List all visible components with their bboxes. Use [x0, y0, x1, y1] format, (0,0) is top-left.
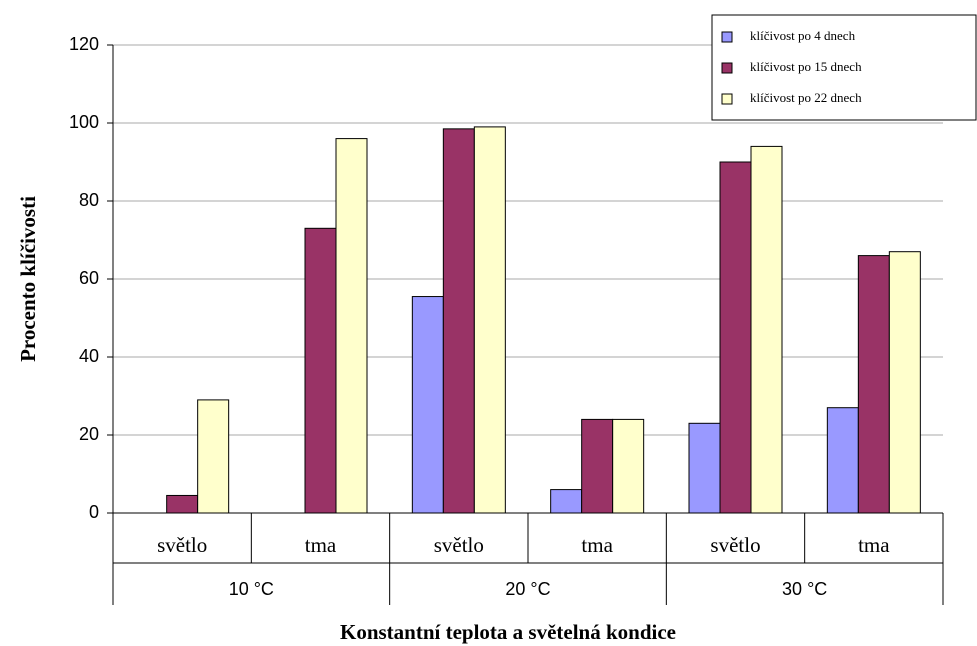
legend-label: klíčivost po 15 dnech: [750, 59, 862, 74]
bar: [304, 227, 337, 514]
x-axis-label: Konstantní teplota a světelná kondice: [340, 620, 676, 644]
bar: [197, 399, 230, 514]
y-tick-label: 80: [79, 190, 99, 210]
x-tick-label: tma: [305, 533, 337, 557]
x-tick-label: světlo: [157, 533, 207, 557]
bar: [719, 161, 752, 514]
x-tick-label: světlo: [710, 533, 760, 557]
y-tick-label: 0: [89, 502, 99, 522]
bar: [750, 145, 783, 514]
bar: [335, 138, 368, 514]
bar: [581, 418, 614, 514]
bar: [857, 255, 890, 514]
x-tick-label: světlo: [434, 533, 484, 557]
legend-swatch: [721, 31, 733, 43]
y-tick-label: 60: [79, 268, 99, 288]
bar: [826, 407, 859, 514]
legend-label: klíčivost po 4 dnech: [750, 28, 856, 43]
legend-box: [711, 14, 977, 121]
y-tick-label: 100: [69, 112, 99, 132]
x-tick-label: tma: [581, 533, 613, 557]
bar: [612, 418, 645, 514]
bar: [473, 126, 506, 514]
y-axis-label: Procento klíčivosti: [16, 196, 40, 362]
group-label: 10 °C: [229, 579, 274, 599]
bar: [888, 251, 921, 514]
legend-label: klíčivost po 22 dnech: [750, 90, 862, 105]
bar: [442, 128, 475, 514]
bar: [688, 422, 721, 514]
y-tick-label: 20: [79, 424, 99, 444]
group-label: 30 °C: [782, 579, 827, 599]
bar: [166, 494, 199, 514]
y-tick-label: 120: [69, 34, 99, 54]
x-tick-label: tma: [858, 533, 890, 557]
bar: [411, 296, 444, 514]
y-tick-label: 40: [79, 346, 99, 366]
bar: [550, 489, 583, 514]
legend-swatch: [721, 62, 733, 74]
group-label: 20 °C: [505, 579, 550, 599]
legend-swatch: [721, 93, 733, 105]
